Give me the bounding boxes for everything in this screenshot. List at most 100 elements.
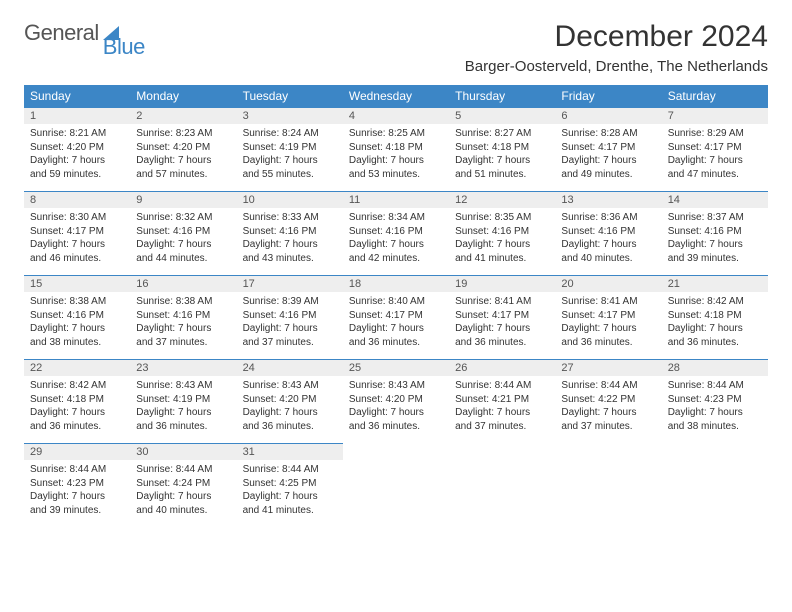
- day-number: 30: [130, 443, 236, 460]
- day-details: Sunrise: 8:38 AMSunset: 4:16 PMDaylight:…: [24, 292, 130, 355]
- day-number: 27: [555, 359, 661, 376]
- calendar-cell: 22Sunrise: 8:42 AMSunset: 4:18 PMDayligh…: [24, 359, 130, 443]
- day-number: 11: [343, 191, 449, 208]
- weekday-header-row: SundayMondayTuesdayWednesdayThursdayFrid…: [24, 85, 768, 107]
- calendar-cell: 17Sunrise: 8:39 AMSunset: 4:16 PMDayligh…: [237, 275, 343, 359]
- calendar-cell: 4Sunrise: 8:25 AMSunset: 4:18 PMDaylight…: [343, 107, 449, 191]
- brand-logo: General Blue: [24, 20, 145, 46]
- day-details: Sunrise: 8:44 AMSunset: 4:23 PMDaylight:…: [24, 460, 130, 523]
- calendar-cell: 25Sunrise: 8:43 AMSunset: 4:20 PMDayligh…: [343, 359, 449, 443]
- day-details: Sunrise: 8:34 AMSunset: 4:16 PMDaylight:…: [343, 208, 449, 271]
- day-number: 14: [662, 191, 768, 208]
- day-details: Sunrise: 8:39 AMSunset: 4:16 PMDaylight:…: [237, 292, 343, 355]
- calendar-cell: 28Sunrise: 8:44 AMSunset: 4:23 PMDayligh…: [662, 359, 768, 443]
- day-details: Sunrise: 8:42 AMSunset: 4:18 PMDaylight:…: [662, 292, 768, 355]
- day-details: Sunrise: 8:33 AMSunset: 4:16 PMDaylight:…: [237, 208, 343, 271]
- day-details: Sunrise: 8:40 AMSunset: 4:17 PMDaylight:…: [343, 292, 449, 355]
- day-number: 19: [449, 275, 555, 292]
- day-details: Sunrise: 8:25 AMSunset: 4:18 PMDaylight:…: [343, 124, 449, 187]
- page-subtitle: Barger-Oosterveld, Drenthe, The Netherla…: [24, 58, 768, 75]
- calendar-cell: 3Sunrise: 8:24 AMSunset: 4:19 PMDaylight…: [237, 107, 343, 191]
- calendar-cell: 13Sunrise: 8:36 AMSunset: 4:16 PMDayligh…: [555, 191, 661, 275]
- calendar-row: 15Sunrise: 8:38 AMSunset: 4:16 PMDayligh…: [24, 275, 768, 359]
- day-number: 24: [237, 359, 343, 376]
- calendar-cell: 8Sunrise: 8:30 AMSunset: 4:17 PMDaylight…: [24, 191, 130, 275]
- calendar-cell: 31Sunrise: 8:44 AMSunset: 4:25 PMDayligh…: [237, 443, 343, 527]
- day-number: 5: [449, 107, 555, 124]
- day-number: 28: [662, 359, 768, 376]
- day-details: Sunrise: 8:32 AMSunset: 4:16 PMDaylight:…: [130, 208, 236, 271]
- day-number: 13: [555, 191, 661, 208]
- calendar-cell-empty: [555, 443, 661, 527]
- day-number: 3: [237, 107, 343, 124]
- brand-part1: General: [24, 20, 99, 46]
- weekday-header: Wednesday: [343, 85, 449, 107]
- day-details: Sunrise: 8:28 AMSunset: 4:17 PMDaylight:…: [555, 124, 661, 187]
- day-number: 8: [24, 191, 130, 208]
- day-details: Sunrise: 8:35 AMSunset: 4:16 PMDaylight:…: [449, 208, 555, 271]
- day-number: 7: [662, 107, 768, 124]
- calendar-cell: 2Sunrise: 8:23 AMSunset: 4:20 PMDaylight…: [130, 107, 236, 191]
- calendar-cell: 19Sunrise: 8:41 AMSunset: 4:17 PMDayligh…: [449, 275, 555, 359]
- day-number: 29: [24, 443, 130, 460]
- day-number: 17: [237, 275, 343, 292]
- calendar-row: 22Sunrise: 8:42 AMSunset: 4:18 PMDayligh…: [24, 359, 768, 443]
- calendar-cell-empty: [343, 443, 449, 527]
- day-number: 9: [130, 191, 236, 208]
- day-number: 21: [662, 275, 768, 292]
- day-number: 18: [343, 275, 449, 292]
- day-details: Sunrise: 8:21 AMSunset: 4:20 PMDaylight:…: [24, 124, 130, 187]
- day-details: Sunrise: 8:30 AMSunset: 4:17 PMDaylight:…: [24, 208, 130, 271]
- day-number: 15: [24, 275, 130, 292]
- day-number: 25: [343, 359, 449, 376]
- day-details: Sunrise: 8:24 AMSunset: 4:19 PMDaylight:…: [237, 124, 343, 187]
- day-details: Sunrise: 8:44 AMSunset: 4:22 PMDaylight:…: [555, 376, 661, 439]
- day-details: Sunrise: 8:37 AMSunset: 4:16 PMDaylight:…: [662, 208, 768, 271]
- calendar-cell: 26Sunrise: 8:44 AMSunset: 4:21 PMDayligh…: [449, 359, 555, 443]
- calendar-cell: 20Sunrise: 8:41 AMSunset: 4:17 PMDayligh…: [555, 275, 661, 359]
- weekday-header: Friday: [555, 85, 661, 107]
- weekday-header: Saturday: [662, 85, 768, 107]
- day-details: Sunrise: 8:41 AMSunset: 4:17 PMDaylight:…: [449, 292, 555, 355]
- calendar-cell: 23Sunrise: 8:43 AMSunset: 4:19 PMDayligh…: [130, 359, 236, 443]
- day-number: 23: [130, 359, 236, 376]
- day-details: Sunrise: 8:44 AMSunset: 4:25 PMDaylight:…: [237, 460, 343, 523]
- day-details: Sunrise: 8:43 AMSunset: 4:20 PMDaylight:…: [237, 376, 343, 439]
- calendar-cell: 11Sunrise: 8:34 AMSunset: 4:16 PMDayligh…: [343, 191, 449, 275]
- calendar-cell: 1Sunrise: 8:21 AMSunset: 4:20 PMDaylight…: [24, 107, 130, 191]
- day-number: 16: [130, 275, 236, 292]
- page-title: December 2024: [555, 20, 768, 54]
- calendar-cell: 30Sunrise: 8:44 AMSunset: 4:24 PMDayligh…: [130, 443, 236, 527]
- day-number: 6: [555, 107, 661, 124]
- day-details: Sunrise: 8:36 AMSunset: 4:16 PMDaylight:…: [555, 208, 661, 271]
- weekday-header: Thursday: [449, 85, 555, 107]
- day-details: Sunrise: 8:43 AMSunset: 4:20 PMDaylight:…: [343, 376, 449, 439]
- calendar-cell: 21Sunrise: 8:42 AMSunset: 4:18 PMDayligh…: [662, 275, 768, 359]
- day-number: 31: [237, 443, 343, 460]
- calendar-cell: 14Sunrise: 8:37 AMSunset: 4:16 PMDayligh…: [662, 191, 768, 275]
- calendar-cell: 18Sunrise: 8:40 AMSunset: 4:17 PMDayligh…: [343, 275, 449, 359]
- calendar-cell: 16Sunrise: 8:38 AMSunset: 4:16 PMDayligh…: [130, 275, 236, 359]
- calendar-cell-empty: [449, 443, 555, 527]
- day-details: Sunrise: 8:43 AMSunset: 4:19 PMDaylight:…: [130, 376, 236, 439]
- day-number: 26: [449, 359, 555, 376]
- calendar-cell: 29Sunrise: 8:44 AMSunset: 4:23 PMDayligh…: [24, 443, 130, 527]
- calendar-row: 1Sunrise: 8:21 AMSunset: 4:20 PMDaylight…: [24, 107, 768, 191]
- calendar-cell-empty: [662, 443, 768, 527]
- calendar-cell: 15Sunrise: 8:38 AMSunset: 4:16 PMDayligh…: [24, 275, 130, 359]
- calendar-cell: 5Sunrise: 8:27 AMSunset: 4:18 PMDaylight…: [449, 107, 555, 191]
- brand-part2: Blue: [103, 34, 145, 60]
- day-details: Sunrise: 8:23 AMSunset: 4:20 PMDaylight:…: [130, 124, 236, 187]
- calendar-body: 1Sunrise: 8:21 AMSunset: 4:20 PMDaylight…: [24, 107, 768, 527]
- day-details: Sunrise: 8:41 AMSunset: 4:17 PMDaylight:…: [555, 292, 661, 355]
- day-number: 4: [343, 107, 449, 124]
- calendar-row: 8Sunrise: 8:30 AMSunset: 4:17 PMDaylight…: [24, 191, 768, 275]
- calendar-cell: 10Sunrise: 8:33 AMSunset: 4:16 PMDayligh…: [237, 191, 343, 275]
- day-details: Sunrise: 8:42 AMSunset: 4:18 PMDaylight:…: [24, 376, 130, 439]
- day-details: Sunrise: 8:29 AMSunset: 4:17 PMDaylight:…: [662, 124, 768, 187]
- day-number: 22: [24, 359, 130, 376]
- weekday-header: Tuesday: [237, 85, 343, 107]
- day-number: 1: [24, 107, 130, 124]
- day-details: Sunrise: 8:44 AMSunset: 4:24 PMDaylight:…: [130, 460, 236, 523]
- day-number: 12: [449, 191, 555, 208]
